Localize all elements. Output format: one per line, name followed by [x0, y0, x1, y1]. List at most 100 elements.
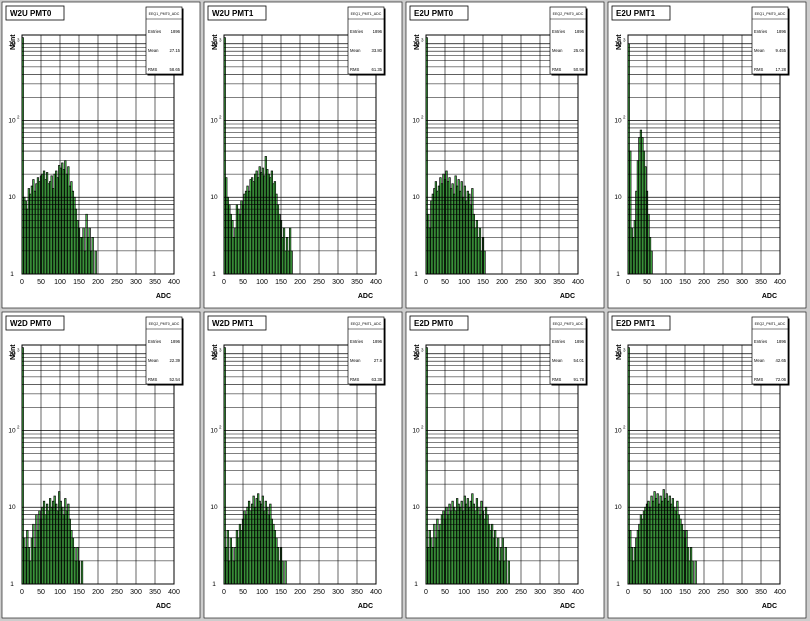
stats-value: 1896: [777, 29, 787, 34]
x-tick-label: 250: [717, 589, 729, 596]
x-axis-label: ADC: [358, 603, 373, 610]
y-tick-label: 1: [10, 271, 14, 278]
axes-frame: [425, 34, 579, 275]
histogram-panel: 0 50 100 150 200 250 300 350 400110102103NentADC…: [1, 311, 201, 619]
stats-value: 63.38: [372, 377, 383, 382]
y-tick-exponent: 3: [421, 348, 424, 353]
x-tick-label: 150: [73, 279, 85, 286]
y-tick-exponent: 3: [17, 348, 20, 353]
y-axis-label: Nent: [414, 34, 421, 50]
x-tick-label: 150: [275, 279, 287, 286]
x-tick-label: 300: [534, 589, 546, 596]
y-tick-label: 1: [616, 581, 620, 588]
y-tick-label: 10: [614, 427, 622, 434]
x-tick-label: 350: [351, 279, 363, 286]
x-tick-label: 100: [54, 589, 66, 596]
y-tick-label: 10: [614, 41, 622, 48]
x-tick-label: 0: [222, 589, 226, 596]
chart-title: W2U PMT0: [10, 9, 52, 18]
stats-key: Entries: [552, 339, 565, 344]
stats-key: RMS: [754, 67, 764, 72]
stats-value: 9.455: [776, 48, 787, 53]
histogram-panel: 0 50 100 150 200 250 300 350 400110102103NentADC…: [203, 311, 403, 619]
x-tick-label: 100: [458, 589, 470, 596]
y-tick-exponent: 2: [17, 114, 20, 119]
stats-box: [347, 316, 385, 385]
stats-key: Entries: [148, 29, 161, 34]
x-tick-label: 400: [370, 279, 382, 286]
stats-value: 61.35: [372, 67, 383, 72]
title-box: [409, 315, 469, 331]
x-tick-label: 400: [370, 589, 382, 596]
y-tick-label: 1: [212, 581, 216, 588]
stats-value: 54.01: [574, 358, 585, 363]
chart-title: E2U PMT0: [414, 9, 454, 18]
x-tick-label: 50: [441, 589, 449, 596]
x-tick-label: 200: [698, 279, 710, 286]
x-tick-label: 0: [222, 279, 226, 286]
y-tick-exponent: 3: [623, 348, 626, 353]
x-tick-label: 50: [643, 279, 651, 286]
axes-frame: [627, 344, 781, 585]
x-tick-label: 0: [626, 589, 630, 596]
x-tick-label: 300: [130, 279, 142, 286]
chart-title: W2D PMT1: [212, 319, 254, 328]
x-tick-label: 300: [534, 279, 546, 286]
x-tick-label: 0: [424, 589, 428, 596]
x-tick-label: 150: [477, 589, 489, 596]
y-tick-label: 10: [8, 351, 16, 358]
x-tick-label: 400: [774, 279, 786, 286]
x-tick-label: 50: [441, 279, 449, 286]
histogram-fill: [224, 347, 288, 584]
y-tick-exponent: 2: [623, 114, 626, 119]
x-tick-label: 0: [424, 279, 428, 286]
y-tick-label: 10: [412, 41, 420, 48]
x-tick-label: 200: [294, 589, 306, 596]
x-tick-label: 200: [92, 279, 104, 286]
stats-value: 27.15: [170, 48, 181, 53]
stats-key: Mean: [552, 48, 563, 53]
axes-frame: [21, 344, 175, 585]
x-tick-label: 250: [111, 279, 123, 286]
x-tick-label: 0: [20, 589, 24, 596]
y-tick-exponent: 3: [623, 38, 626, 43]
x-axis-label: ADC: [358, 293, 373, 300]
stats-value: 52.54: [170, 377, 181, 382]
x-tick-label: 100: [256, 589, 268, 596]
histogram-panel: 0 50 100 150 200 250 300 350 400110102103NentADC…: [607, 1, 807, 309]
chart-title: W2U PMT1: [212, 9, 254, 18]
y-tick-label: 10: [412, 194, 420, 201]
title-box: [207, 315, 267, 331]
title-box: [5, 315, 65, 331]
histogram-fill: [22, 347, 86, 584]
x-tick-label: 150: [679, 279, 691, 286]
y-axis-label: Nent: [212, 344, 219, 360]
stats-name: EEQ2_PMT0_ADC: [553, 12, 584, 16]
stats-key: RMS: [148, 67, 158, 72]
x-tick-label: 100: [54, 279, 66, 286]
y-tick-exponent: 3: [219, 38, 222, 43]
x-tick-label: 350: [553, 279, 565, 286]
y-tick-label: 10: [210, 351, 218, 358]
y-tick-exponent: 3: [219, 348, 222, 353]
x-axis-label: ADC: [560, 603, 575, 610]
y-tick-exponent: 2: [219, 424, 222, 429]
title-box: [611, 5, 671, 21]
x-tick-label: 200: [92, 589, 104, 596]
stats-key: Entries: [350, 29, 363, 34]
x-tick-label: 50: [239, 279, 247, 286]
y-tick-label: 10: [614, 117, 622, 124]
y-tick-exponent: 2: [623, 424, 626, 429]
x-tick-label: 250: [111, 589, 123, 596]
stats-box: [347, 6, 385, 75]
stats-key: RMS: [552, 377, 562, 382]
x-tick-label: 250: [717, 279, 729, 286]
y-tick-label: 10: [8, 427, 16, 434]
x-tick-label: 0: [626, 279, 630, 286]
x-axis-label: ADC: [560, 293, 575, 300]
stats-box: [751, 6, 789, 75]
stats-key: Mean: [754, 358, 765, 363]
axes-frame: [627, 34, 781, 275]
title-box: [611, 315, 671, 331]
